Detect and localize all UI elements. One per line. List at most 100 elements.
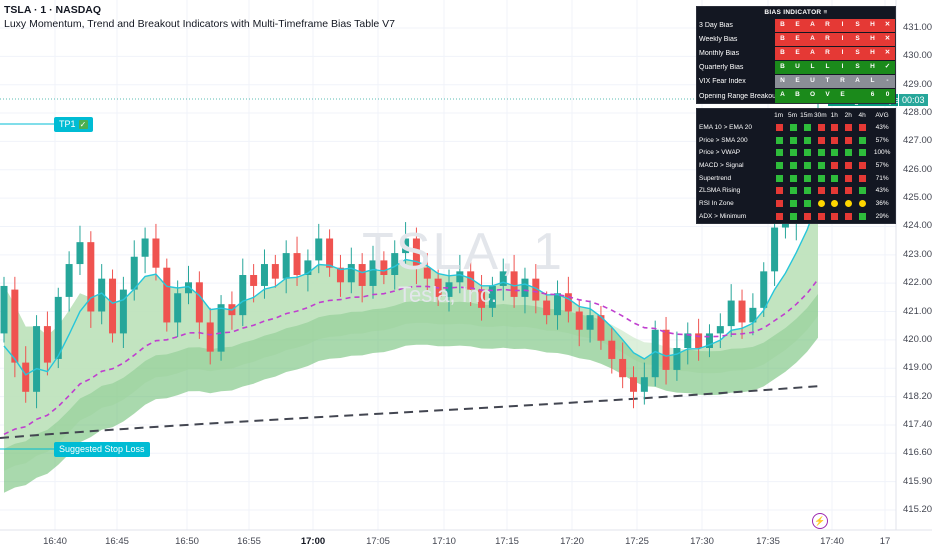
candle: [109, 278, 117, 334]
signal-square-icon: [803, 174, 811, 182]
bias-cell: B: [775, 61, 790, 75]
price-tick: 428.00: [903, 107, 932, 119]
signal-square-icon: [831, 136, 839, 144]
bias-cell: ✕: [880, 19, 895, 33]
bias-cell: B: [775, 19, 790, 33]
price-tick: 424.00: [903, 220, 932, 232]
bias-cell: U: [805, 75, 820, 89]
bias-row: VIX Fear Index N E U T R A L -: [697, 74, 895, 89]
candle: [217, 304, 225, 352]
price-tick: 422.00: [903, 277, 932, 289]
time-tick: 17:35: [756, 536, 780, 547]
bias-cell: ✓: [880, 61, 895, 75]
signal-square-icon: [845, 174, 853, 182]
bias-row-label: 3 Day Bias: [699, 22, 733, 30]
candle: [412, 238, 420, 268]
bias-cell: N: [775, 75, 790, 89]
candle: [130, 256, 138, 290]
candle: [586, 315, 594, 330]
candle: [705, 333, 713, 348]
price-tick: 415.90: [903, 475, 932, 487]
candle: [65, 264, 73, 297]
candle: [662, 329, 670, 370]
indicator-title[interactable]: Luxy Momentum, Trend and Breakout Indica…: [4, 18, 396, 30]
bias-cell: E: [790, 75, 805, 89]
signal-square-icon: [858, 174, 866, 182]
signal-square-icon: [845, 199, 853, 207]
candle: [738, 300, 746, 323]
price-tick: 426.00: [903, 163, 932, 175]
lightning-icon[interactable]: ⚡: [812, 513, 828, 529]
timeframe-header: 30m: [814, 111, 827, 119]
candle: [456, 271, 464, 283]
mtf-row-label: MACD > Signal: [699, 161, 744, 169]
signal-square-icon: [776, 149, 784, 157]
signal-square-icon: [790, 123, 798, 131]
check-icon: ✓: [78, 120, 88, 129]
candle: [87, 242, 95, 312]
bias-table-title: BIAS INDICATOR ≡: [764, 9, 828, 16]
signal-square-icon: [776, 123, 784, 131]
bias-cell: E: [790, 47, 805, 61]
bias-cell: I: [835, 61, 850, 75]
candle: [336, 267, 344, 283]
mtf-header: 1m 5m 15m 30m 1h 2h 4h AVG: [697, 109, 895, 121]
mtf-row-label: RSI In Zone: [699, 199, 734, 207]
bias-cell: R: [820, 47, 835, 61]
signal-square-icon: [817, 161, 825, 169]
time-tick: 17:40: [820, 536, 844, 547]
mtf-row: MACD > Signal 57%: [697, 159, 895, 172]
candle: [11, 289, 19, 363]
bias-row: Opening Range Breakout A B O V E 6 0: [697, 88, 895, 103]
candle: [304, 260, 312, 275]
signal-square-icon: [817, 187, 825, 195]
time-tick: 16:45: [105, 536, 129, 547]
candle: [293, 253, 301, 275]
candle: [684, 333, 692, 348]
price-tick: 421.00: [903, 305, 932, 317]
signal-square-icon: [831, 187, 839, 195]
candle: [673, 348, 681, 370]
bias-row-label: VIX Fear Index: [699, 78, 746, 86]
price-tick: 423.00: [903, 248, 932, 260]
candle: [195, 282, 203, 323]
symbol-title[interactable]: TSLA · 1 · NASDAQ: [4, 4, 102, 16]
signal-square-icon: [858, 187, 866, 195]
signal-square-icon: [858, 199, 866, 207]
signal-square-icon: [831, 212, 839, 220]
mtf-row-label: ZLSMA Rising: [699, 187, 741, 195]
stop-loss-label: Suggested Stop Loss: [59, 444, 145, 454]
candle: [315, 238, 323, 261]
candle: [781, 223, 789, 228]
tp1-tag[interactable]: TP1 ✓: [54, 117, 93, 132]
candle: [43, 326, 51, 363]
time-tick: 17:00: [300, 536, 326, 547]
mtf-row: Price > SMA 200 57%: [697, 134, 895, 147]
candle: [33, 326, 41, 392]
signal-square-icon: [776, 161, 784, 169]
price-tick: 419.00: [903, 362, 932, 374]
mtf-row: ADX > Minimum 29%: [697, 210, 895, 223]
bias-cell: H: [865, 19, 880, 33]
bias-row-label: Quarterly Bias: [699, 64, 744, 72]
signal-square-icon: [817, 212, 825, 220]
stop-loss-tag[interactable]: Suggested Stop Loss: [54, 442, 150, 457]
signal-square-icon: [776, 136, 784, 144]
bias-cell: ✕: [880, 33, 895, 47]
candle: [271, 264, 279, 279]
candle: [554, 293, 562, 316]
bias-cell: B: [775, 47, 790, 61]
price-tick: 430.00: [903, 50, 932, 62]
bias-row: Monthly Bias B E A R I S H ✕: [697, 46, 895, 61]
bias-table: BIAS INDICATOR ≡ 3 Day Bias B E A R I S H ✕ Weekl…: [696, 6, 896, 104]
mtf-avg: 29%: [875, 212, 889, 220]
bias-cell: R: [835, 75, 850, 89]
time-tick: 17:15: [495, 536, 519, 547]
signal-square-icon: [776, 187, 784, 195]
signal-square-icon: [803, 136, 811, 144]
signal-square-icon: [776, 174, 784, 182]
signal-square-icon: [803, 212, 811, 220]
bias-cell: [850, 89, 865, 103]
time-tick: 16:40: [43, 536, 67, 547]
bias-cell: 6: [865, 89, 880, 103]
